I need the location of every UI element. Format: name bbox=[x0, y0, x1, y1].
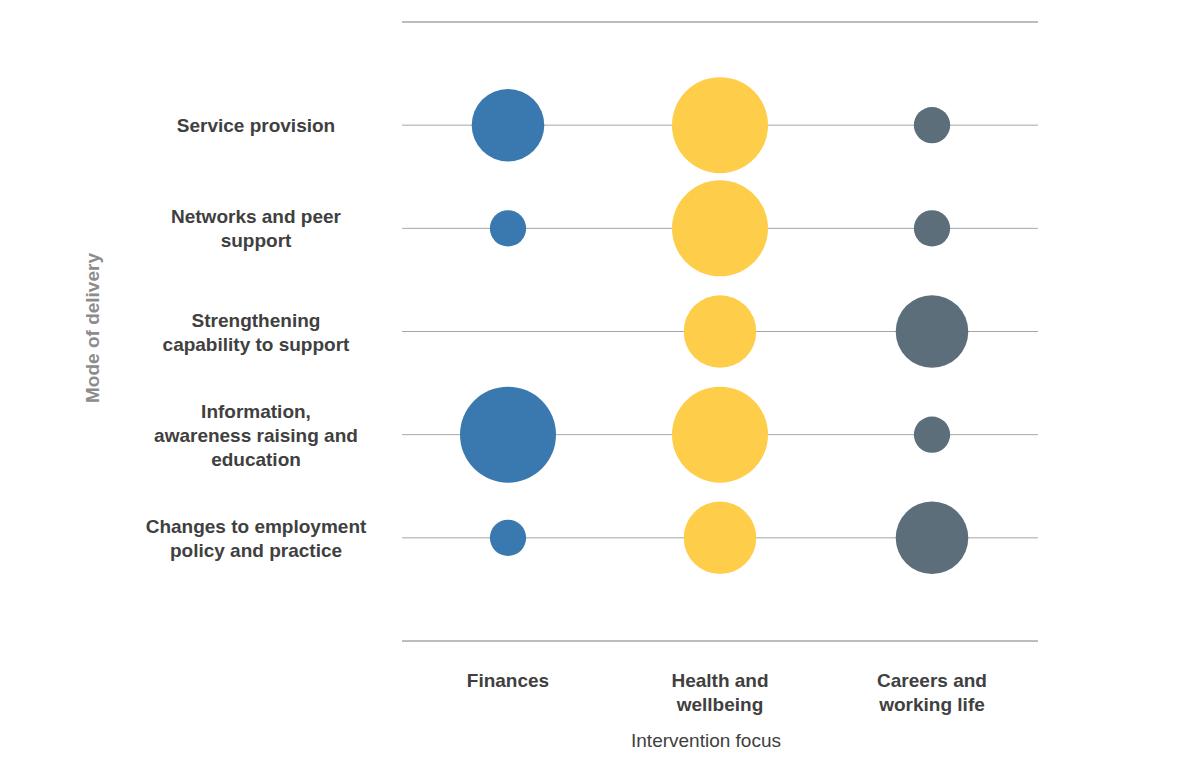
svg-text:Service provision: Service provision bbox=[177, 115, 335, 136]
svg-text:Finances: Finances bbox=[467, 670, 549, 691]
svg-text:Changes to employmentpolicy an: Changes to employmentpolicy and practice bbox=[146, 516, 367, 561]
svg-text:Networks and peersupport: Networks and peersupport bbox=[171, 206, 342, 251]
svg-text:Health andwellbeing: Health andwellbeing bbox=[671, 670, 768, 715]
html-text:Intervention focus: Intervention focus bbox=[631, 730, 781, 751]
svg-text:Information,awareness raising: Information,awareness raising andeducati… bbox=[154, 401, 358, 470]
svg-text:Careers andworking life: Careers andworking life bbox=[877, 670, 987, 715]
svg-text:Strengtheningcapability to sup: Strengtheningcapability to support bbox=[163, 310, 351, 355]
html-text:Mode of delivery: Mode of delivery bbox=[82, 253, 103, 403]
